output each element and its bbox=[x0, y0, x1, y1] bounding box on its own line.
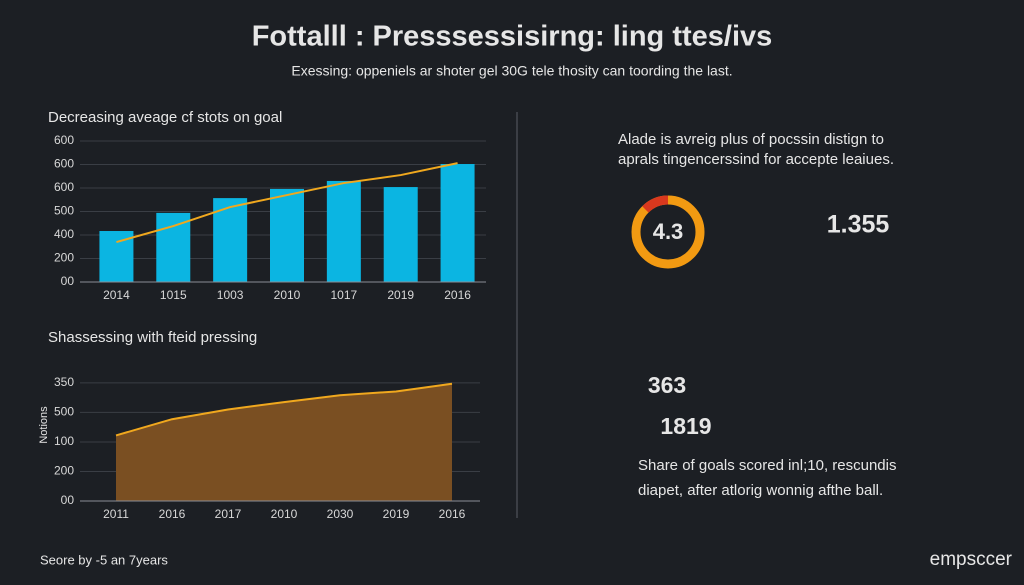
x-tick-label: 2030 bbox=[327, 507, 354, 521]
brand: empsccer bbox=[930, 549, 1013, 570]
chart-title: Decreasing aveage cf stots on goal bbox=[48, 109, 282, 126]
panel-text: aprals tingencerssind for accepte leaiue… bbox=[618, 151, 894, 168]
panel-text: diapet, after atlorig wonnig afthe ball. bbox=[638, 482, 883, 499]
panel-text: Alade is avreig plus of pocssin distign … bbox=[618, 131, 884, 148]
x-tick-label: 2016 bbox=[159, 507, 186, 521]
line bbox=[116, 162, 458, 244]
bar bbox=[213, 198, 248, 282]
x-tick-label: 1003 bbox=[217, 288, 244, 302]
stat: 1.355 bbox=[827, 211, 890, 239]
bar bbox=[156, 212, 191, 282]
y-tick-label: 100 bbox=[54, 434, 74, 448]
x-tick-label: 2016 bbox=[444, 288, 471, 302]
x-tick-label: 2011 bbox=[103, 507, 129, 521]
y-tick-label: 600 bbox=[54, 133, 74, 147]
y-tick-label: 500 bbox=[54, 204, 74, 218]
stat: 1819 bbox=[660, 413, 711, 439]
footer-note: Seore by -5 an 7years bbox=[40, 552, 168, 567]
bar bbox=[326, 180, 361, 282]
x-tick-label: 2014 bbox=[103, 288, 130, 302]
x-tick-label: 1015 bbox=[160, 288, 187, 302]
chart-title: Shassessing with fteid pressing bbox=[48, 329, 257, 346]
x-tick-label: 2016 bbox=[439, 507, 466, 521]
y-axis-label: Notions bbox=[38, 406, 50, 444]
area bbox=[116, 383, 452, 501]
x-tick-label: 2017 bbox=[215, 507, 242, 521]
y-tick-label: 350 bbox=[54, 375, 74, 389]
y-tick-label: 200 bbox=[54, 251, 74, 265]
bar bbox=[440, 164, 475, 282]
bar bbox=[383, 187, 418, 282]
donut-segment bbox=[642, 195, 669, 213]
y-tick-label: 00 bbox=[61, 274, 75, 288]
stat: 363 bbox=[648, 372, 686, 398]
y-tick-label: 600 bbox=[54, 180, 74, 194]
y-tick-label: 00 bbox=[61, 493, 75, 507]
y-tick-label: 400 bbox=[54, 227, 74, 241]
x-tick-label: 2019 bbox=[383, 507, 410, 521]
x-tick-label: 2019 bbox=[387, 288, 414, 302]
y-tick-label: 200 bbox=[54, 464, 74, 478]
donut-label: 4.3 bbox=[653, 219, 684, 244]
y-tick-label: 500 bbox=[54, 405, 74, 419]
y-tick-label: 600 bbox=[54, 157, 74, 171]
bar bbox=[270, 188, 304, 282]
x-tick-label: 1017 bbox=[331, 288, 358, 302]
area-line bbox=[115, 382, 453, 437]
x-tick-label: 2010 bbox=[274, 288, 301, 302]
title: Fottalll : Presssessisirng: ling ttes/iv… bbox=[252, 21, 773, 53]
subtitle: Exessing: oppeniels ar shoter gel 30G te… bbox=[291, 63, 732, 79]
panel-text: Share of goals scored inl;10, rescundis bbox=[638, 457, 896, 474]
x-tick-label: 2010 bbox=[271, 507, 298, 521]
